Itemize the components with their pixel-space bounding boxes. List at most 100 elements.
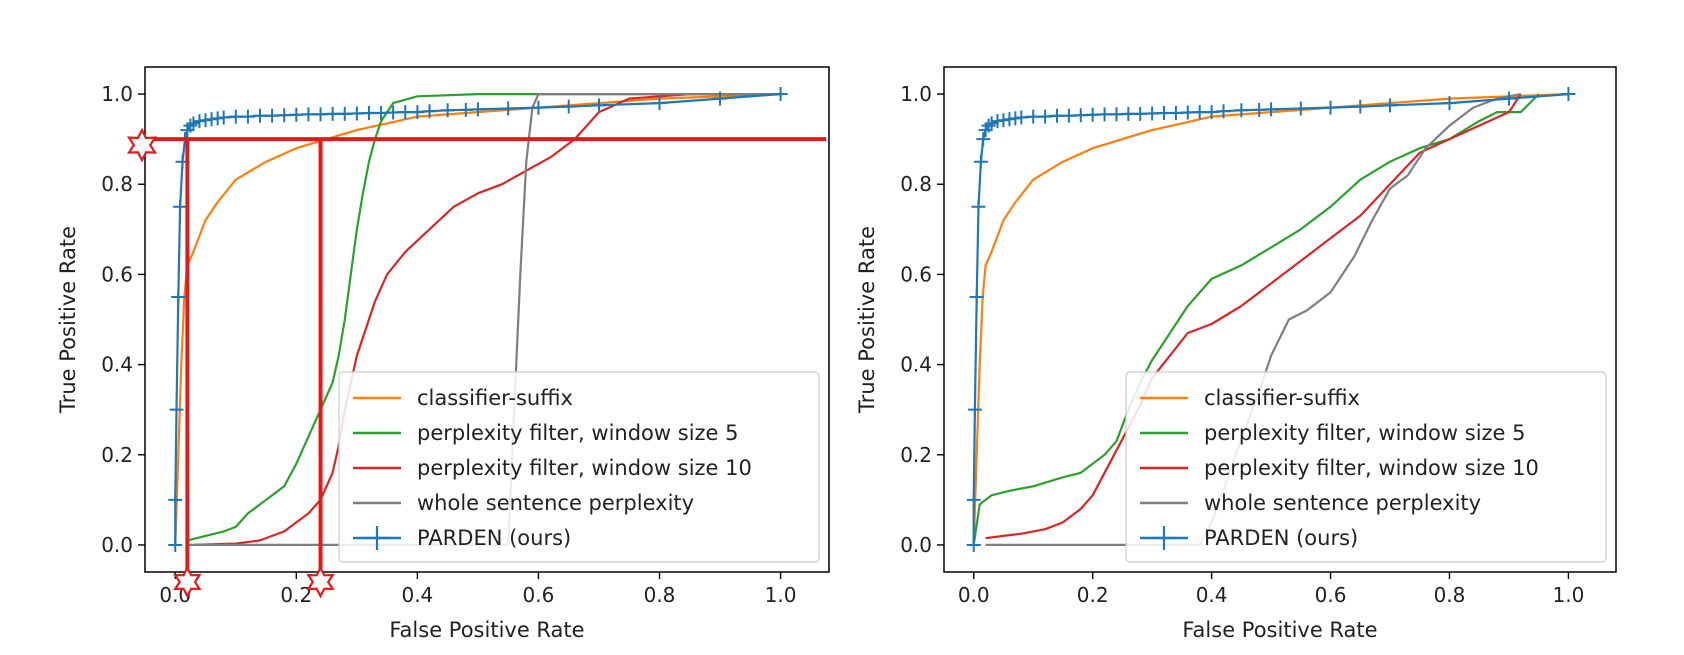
marker-point xyxy=(216,110,231,125)
x-tick-label: 1.0 xyxy=(765,583,797,607)
marker-point xyxy=(386,105,401,120)
legend-label: whole sentence perplexity xyxy=(417,491,694,515)
marker-point xyxy=(1133,106,1148,121)
legend: classifier-suffix perplexity filter, wind… xyxy=(338,371,820,563)
marker-point xyxy=(265,108,280,123)
marker-point xyxy=(966,492,981,507)
marker-point xyxy=(337,106,352,121)
y-tick-label: 0.2 xyxy=(900,443,932,467)
x-axis-label: False Positive Rate xyxy=(1182,618,1377,642)
marker-point xyxy=(1293,101,1308,116)
marker-point xyxy=(501,101,516,116)
marker-point xyxy=(1026,109,1041,124)
marker-point xyxy=(1353,99,1368,114)
y-tick-label: 0.0 xyxy=(101,533,133,557)
y-axis-label: True Positive Rate xyxy=(855,226,879,414)
marker-point xyxy=(713,91,728,106)
marker-point xyxy=(1014,110,1029,125)
roc-chart-right: 0.0 0.2 0.4 0.6 0.8 1.0 0.0 0.2 0.4 0.6 0.8 1.0 Fals… xyxy=(855,66,1617,642)
marker-point xyxy=(652,96,667,111)
y-tick-label: 0.0 xyxy=(900,533,932,557)
marker-point xyxy=(1157,105,1172,120)
marker-point xyxy=(186,116,201,131)
marker-point xyxy=(349,106,364,121)
marker-point xyxy=(531,100,546,115)
marker-point xyxy=(984,116,999,131)
legend-marker xyxy=(365,526,389,550)
marker-point xyxy=(1252,102,1267,117)
series-line-2 xyxy=(972,93,1540,546)
x-tick-label: 0.4 xyxy=(401,583,433,607)
x-tick-label: 0.0 xyxy=(958,583,990,607)
legend-label: classifier-suffix xyxy=(417,386,573,410)
y-tick-label: 1.0 xyxy=(900,82,932,106)
marker-point xyxy=(773,87,788,102)
marker-point xyxy=(1168,105,1183,120)
x-tick-label: 0.8 xyxy=(644,583,676,607)
marker-point xyxy=(169,402,184,417)
marker-point xyxy=(313,107,328,122)
marker-point xyxy=(374,105,389,120)
y-tick-label: 0.2 xyxy=(101,443,133,467)
marker-point xyxy=(228,109,243,124)
marker-point xyxy=(289,107,304,122)
legend-label: perplexity filter, window size 5 xyxy=(1204,421,1526,445)
marker-point xyxy=(1204,105,1219,120)
marker-point xyxy=(458,102,473,117)
plot-frame xyxy=(943,66,1617,573)
legend-label: perplexity filter, window size 5 xyxy=(417,421,739,445)
marker-point xyxy=(1145,106,1160,121)
legend-label: whole sentence perplexity xyxy=(1204,491,1481,515)
marker-point xyxy=(981,118,996,133)
marker-point xyxy=(1561,87,1576,102)
y-tick-label: 0.6 xyxy=(900,262,932,286)
marker-point xyxy=(1038,109,1053,124)
series-line-3 xyxy=(985,93,1522,540)
marker-point xyxy=(410,105,425,120)
x-tick-label: 0.2 xyxy=(1077,583,1109,607)
x-tick-label: 0.2 xyxy=(280,583,312,607)
marker-point xyxy=(976,132,991,147)
legend-marker xyxy=(1152,526,1176,550)
legend-box xyxy=(1125,371,1607,563)
marker-point xyxy=(253,108,268,123)
marker-point xyxy=(969,289,984,304)
y-tick-label: 0.6 xyxy=(101,262,133,286)
plot-frame xyxy=(144,66,830,573)
legend-box xyxy=(338,371,820,563)
fpr-marker-star-2 xyxy=(306,565,335,599)
marker-point xyxy=(171,289,186,304)
marker-point xyxy=(971,199,986,214)
marker-point xyxy=(301,107,316,122)
fpr-marker-star-1 xyxy=(173,565,202,599)
marker-point xyxy=(1192,105,1207,120)
marker-point xyxy=(1097,107,1112,122)
y-tick-label: 0.4 xyxy=(900,353,932,377)
threshold-annotations xyxy=(126,127,826,599)
marker-point xyxy=(973,154,988,169)
marker-point xyxy=(1109,107,1124,122)
marker-point xyxy=(1085,107,1100,122)
marker-point xyxy=(173,199,188,214)
marker-point xyxy=(398,105,413,120)
marker-point xyxy=(1442,96,1457,111)
marker-point xyxy=(1264,102,1279,117)
legend-label: PARDEN (ours) xyxy=(417,526,571,550)
y-tick-label: 0.8 xyxy=(101,172,133,196)
marker-point xyxy=(1234,103,1249,118)
marker-point xyxy=(277,108,292,123)
marker-point xyxy=(591,98,606,113)
x-tick-label: 0.6 xyxy=(523,583,555,607)
marker-point xyxy=(561,99,576,114)
marker-point xyxy=(1049,108,1064,123)
legend-label: classifier-suffix xyxy=(1204,386,1360,410)
y-tick-label: 0.4 xyxy=(101,353,133,377)
marker-point xyxy=(1061,108,1076,123)
marker-point xyxy=(470,102,485,117)
marker-point xyxy=(422,104,437,119)
y-tick-label: 0.8 xyxy=(900,172,932,196)
marker-point xyxy=(361,105,376,120)
marker-point xyxy=(1121,106,1136,121)
marker-point xyxy=(168,537,183,552)
